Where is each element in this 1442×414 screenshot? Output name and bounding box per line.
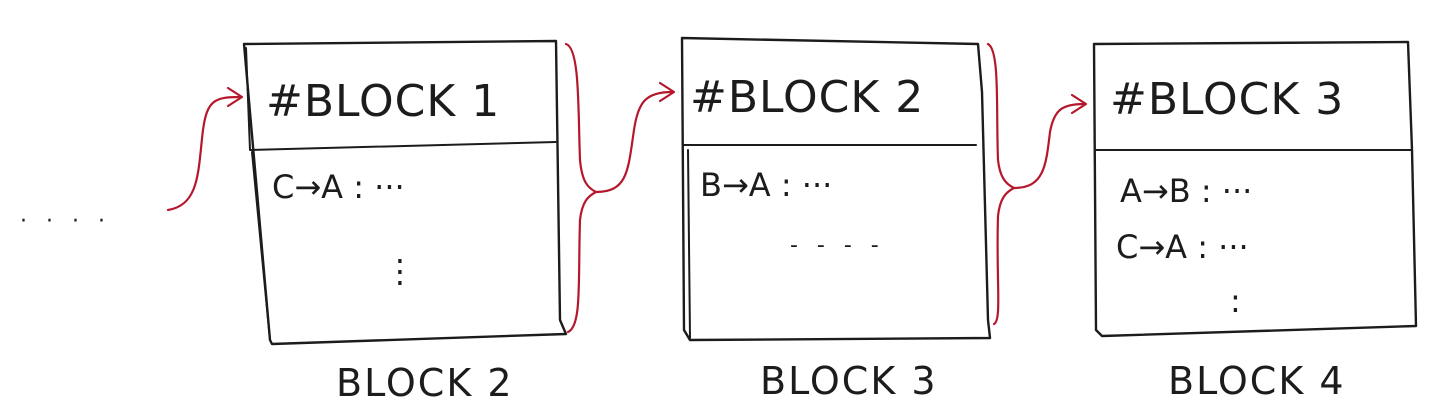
block-2-entry-1: B→A : ··· (700, 166, 832, 204)
block-3-entry-1: A→B : ··· (1120, 172, 1252, 210)
link-arrow-block-2-to-block-3 (986, 42, 1088, 326)
block-1: #BLOCK 1 C→A : ··· ⋮ (242, 39, 568, 346)
block-2-caption: BLOCK 3 (760, 359, 938, 403)
block-2-ellipsis: - - - - (790, 233, 885, 258)
block-1-title: #BLOCK 1 (266, 76, 500, 127)
block-3-title: #BLOCK 3 (1110, 74, 1344, 125)
block-3-ellipsis: : (1230, 282, 1241, 320)
link-arrow-block-1-to-block-2 (564, 42, 676, 334)
block-1-entry-1: C→A : ··· (272, 168, 405, 206)
block-2-title: #BLOCK 2 (690, 72, 924, 123)
block-1-ellipsis: ⋮ (384, 252, 416, 290)
block-3-entry-2: C→A : ··· (1116, 228, 1249, 266)
block-3-caption: BLOCK 4 (1168, 359, 1346, 403)
link-arrow-into-block-1 (166, 86, 244, 212)
block-3: #BLOCK 3 A→B : ··· C→A : ··· : (1092, 40, 1418, 338)
block-2: #BLOCK 2 B→A : ··· - - - - (680, 36, 992, 342)
lead-in-dots: · · · · (20, 209, 111, 234)
block-1-caption: BLOCK 2 (336, 361, 514, 405)
